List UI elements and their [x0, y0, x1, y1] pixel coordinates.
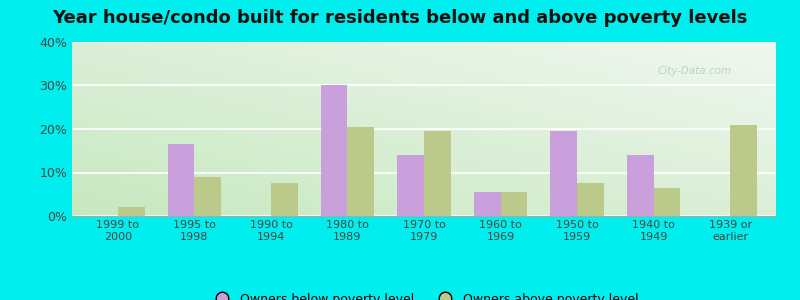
Bar	[118, 207, 145, 216]
Bar	[194, 177, 222, 216]
Bar	[550, 131, 577, 216]
Bar	[474, 192, 501, 216]
Bar	[398, 155, 424, 216]
Bar	[501, 192, 527, 216]
Bar	[347, 127, 374, 216]
Legend: Owners below poverty level, Owners above poverty level: Owners below poverty level, Owners above…	[205, 288, 643, 300]
Bar	[654, 188, 680, 216]
Bar	[730, 124, 757, 216]
Bar	[577, 183, 604, 216]
Bar	[168, 144, 194, 216]
Bar	[271, 183, 298, 216]
Text: City-Data.com: City-Data.com	[658, 66, 732, 76]
Bar	[626, 155, 654, 216]
Text: Year house/condo built for residents below and above poverty levels: Year house/condo built for residents bel…	[52, 9, 748, 27]
Bar	[424, 131, 450, 216]
Bar	[321, 85, 347, 216]
